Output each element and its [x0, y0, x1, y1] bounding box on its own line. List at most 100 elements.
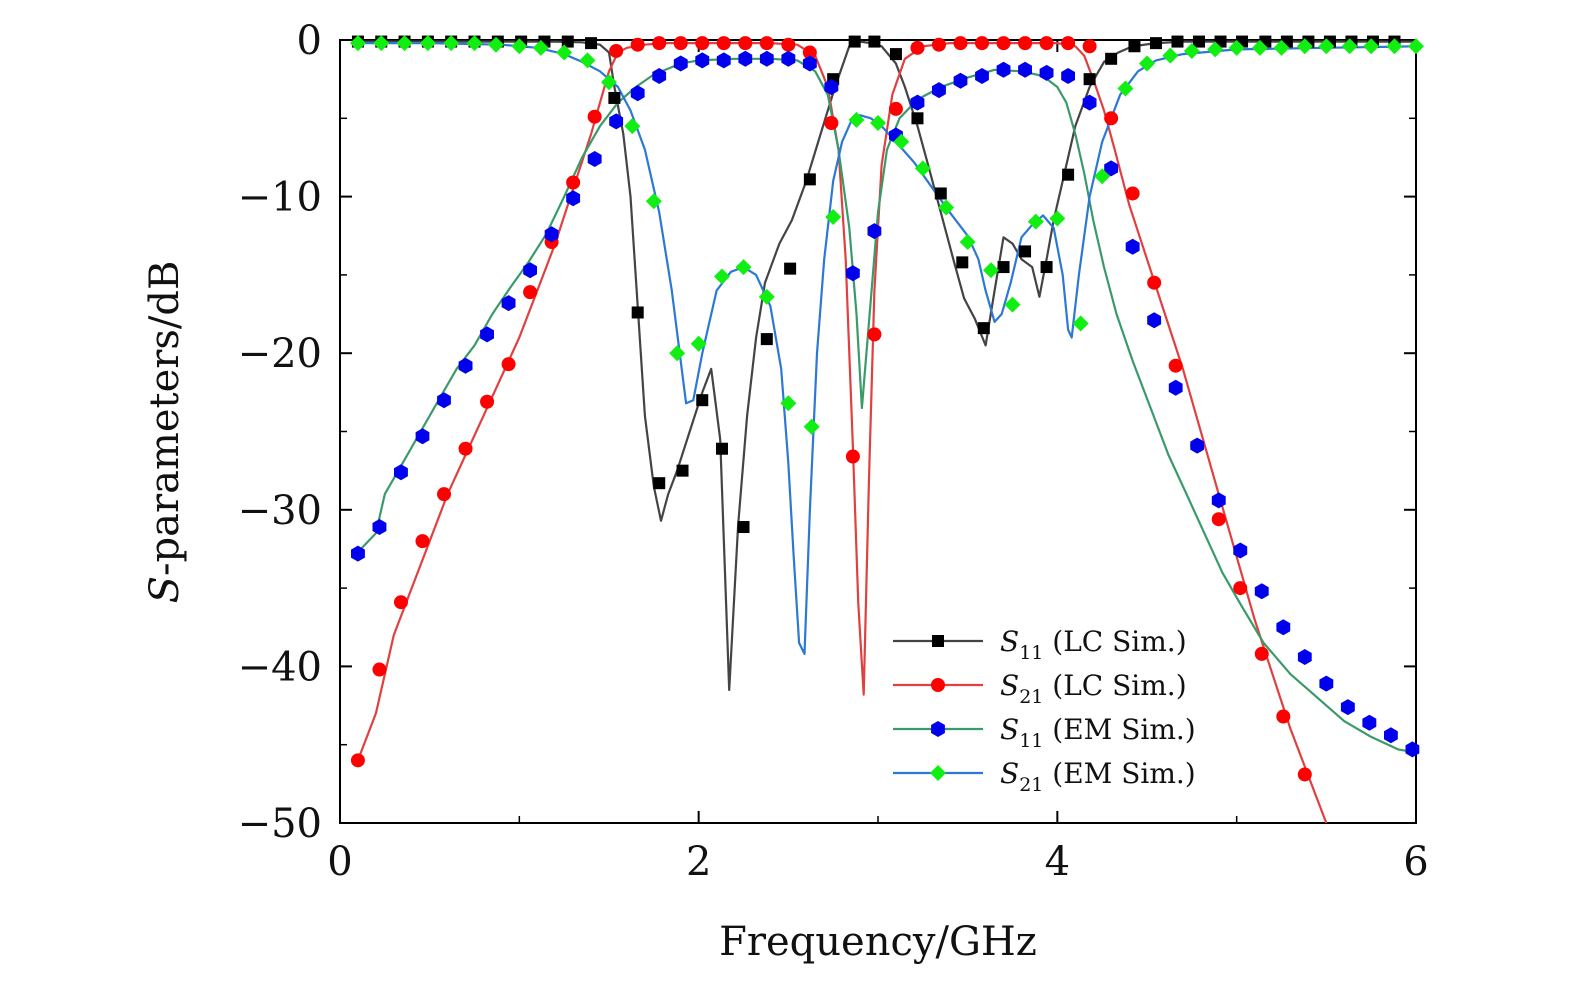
series-4-point — [690, 335, 707, 352]
series-3-point — [1297, 649, 1312, 665]
series-3-point — [975, 68, 989, 84]
series-3-point — [695, 52, 710, 69]
series-1-point — [631, 306, 644, 319]
series-4-point — [959, 234, 976, 251]
series-2-point — [566, 175, 581, 190]
series-2-point — [437, 487, 452, 502]
series-2-point — [652, 36, 667, 51]
series-2-point — [523, 285, 538, 300]
series-2-point — [738, 36, 753, 51]
series-4-point — [893, 133, 910, 150]
series-4-point — [1183, 42, 1200, 59]
series-3-point — [1039, 64, 1054, 81]
series-3-point — [1168, 379, 1183, 396]
legend-label: S21 (LC Sim.) — [1000, 669, 1187, 708]
series-4-point — [870, 114, 886, 131]
series-2-point — [716, 36, 731, 51]
legend-label-text: (EM Sim.) — [1043, 757, 1195, 790]
series-4-point — [373, 35, 390, 52]
y-axis-title-rest: -parameters/dB — [142, 261, 188, 576]
series-3-point — [802, 55, 817, 72]
series-3-point — [1211, 492, 1226, 509]
series-2-point — [415, 534, 430, 549]
series-4-point — [848, 111, 865, 128]
series-4-point — [1386, 38, 1403, 55]
series-4-point — [601, 74, 617, 91]
legend-label-text: (LC Sim.) — [1043, 669, 1186, 702]
series-4-point — [1251, 39, 1268, 56]
series-1-point — [1019, 245, 1032, 258]
series-4-point — [488, 36, 505, 53]
series-3-point — [415, 428, 430, 445]
series-2-point — [630, 37, 645, 52]
series-4-point — [713, 268, 730, 285]
series-3-point — [372, 519, 387, 535]
legend-label: S21 (EM Sim.) — [1000, 757, 1196, 796]
legend-label-subscript: 21 — [1019, 774, 1043, 796]
series-3-point — [566, 190, 581, 207]
series-3-point — [1319, 675, 1334, 692]
series-2-point — [781, 37, 796, 52]
series-4-point — [419, 35, 436, 52]
series-line-3 — [357, 57, 1416, 754]
y-tick-label: −40 — [238, 644, 322, 690]
x-tick-label: 6 — [1403, 839, 1428, 885]
series-3-point — [1405, 741, 1420, 758]
legend-label: S11 (EM Sim.) — [1000, 713, 1196, 752]
series-4-point — [1162, 47, 1179, 64]
series-4-point — [914, 160, 931, 177]
series-1-point — [760, 333, 773, 346]
series-2-point — [1147, 275, 1162, 290]
legend-label-text: (LC Sim.) — [1043, 625, 1186, 658]
series-4-point — [645, 193, 662, 210]
series-1-point — [737, 521, 750, 534]
series-4-point — [466, 35, 483, 52]
series-4-point — [1318, 38, 1335, 55]
legend-swatch-marker — [931, 678, 945, 692]
series-3-point — [1276, 619, 1291, 636]
x-tick-label: 2 — [686, 839, 711, 885]
series-2-point — [759, 36, 774, 51]
series-3-point — [1104, 160, 1119, 177]
series-2-point — [1082, 39, 1097, 54]
series-3-point — [716, 52, 731, 69]
series-1-point — [1105, 52, 1118, 65]
series-2-point — [673, 36, 688, 51]
series-3-point — [1147, 312, 1162, 329]
series-1-point — [1062, 168, 1075, 181]
series-1-point — [1149, 37, 1162, 50]
series-layer — [356, 40, 1416, 823]
series-1-point — [997, 261, 1010, 274]
series-3-point — [544, 226, 559, 243]
series-4-point — [1228, 39, 1245, 56]
series-3-point — [630, 85, 645, 102]
series-4-point — [579, 52, 596, 69]
series-3-point — [1125, 238, 1140, 255]
legend-swatch-marker — [930, 765, 946, 781]
series-2-point — [609, 43, 624, 58]
series-3-point — [846, 265, 860, 282]
y-tick-label: −30 — [238, 488, 322, 534]
series-2-point — [1254, 646, 1269, 661]
series-1-point — [1040, 261, 1053, 274]
legend-label-symbol: S — [1000, 713, 1019, 746]
y-tick-label: −50 — [238, 801, 322, 847]
series-3-point — [458, 357, 473, 374]
series-4-point — [780, 395, 797, 412]
series-4-point — [1072, 315, 1089, 332]
series-3-point — [652, 68, 667, 84]
series-4-point — [803, 418, 820, 435]
series-3-point — [953, 72, 968, 89]
y-tick-label: −10 — [238, 175, 322, 221]
series-3-point — [1233, 542, 1248, 559]
legend-label-subscript: 21 — [1019, 686, 1043, 708]
series-1-point — [889, 48, 902, 61]
series-4-point — [1273, 39, 1290, 56]
series-3-point — [609, 113, 624, 130]
series-2-point — [1168, 358, 1183, 373]
series-2-point — [501, 357, 516, 372]
series-3-point — [351, 545, 365, 562]
legend-label: S11 (LC Sim.) — [1000, 625, 1187, 664]
y-tick-label: 0 — [297, 18, 322, 64]
series-2-point — [910, 40, 925, 55]
